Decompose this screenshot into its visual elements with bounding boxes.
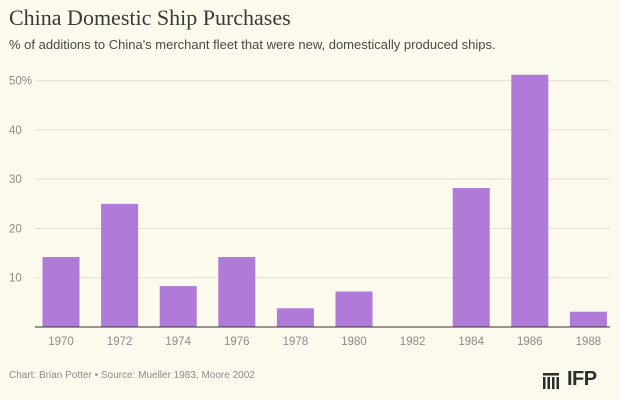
bar-1976 bbox=[218, 257, 256, 327]
chart-subtitle: % of additions to China's merchant fleet… bbox=[9, 37, 496, 52]
chart-credit: Chart: Brian Potter • Source: Mueller 19… bbox=[9, 370, 255, 381]
y-tick-label: 50% bbox=[9, 76, 32, 88]
bar-1978 bbox=[276, 308, 314, 327]
ifp-logo: IFP bbox=[543, 368, 597, 391]
chart-title: China Domestic Ship Purchases bbox=[9, 5, 291, 30]
y-tick-label: 30 bbox=[9, 174, 22, 186]
bar-1970 bbox=[42, 257, 80, 327]
y-tick-label: 20 bbox=[9, 223, 22, 235]
y-tick-label: 10 bbox=[9, 273, 22, 285]
bar-chart: 10 20 30 40 50% 1970 1972 1974 1976 1978 1980 1982… bbox=[9, 74, 610, 348]
x-tick-label: 1976 bbox=[224, 336, 250, 348]
y-tick-label: 40 bbox=[9, 125, 22, 137]
y-axis-ticks: 10 20 30 40 50% bbox=[9, 76, 32, 285]
x-tick-label: 1974 bbox=[165, 336, 191, 348]
bar-1986 bbox=[511, 74, 549, 327]
bar-1972 bbox=[101, 203, 139, 327]
x-axis-ticks: 1970 1972 1974 1976 1978 1980 1982 1984 1986 1988 bbox=[48, 336, 601, 348]
x-tick-label: 1986 bbox=[517, 336, 543, 348]
x-tick-label: 1988 bbox=[576, 336, 602, 348]
x-tick-label: 1982 bbox=[400, 336, 426, 348]
x-tick-label: 1984 bbox=[458, 336, 484, 348]
bar-1984 bbox=[452, 188, 490, 327]
ifp-logo-icon bbox=[543, 372, 559, 389]
bars bbox=[42, 74, 607, 327]
x-tick-label: 1972 bbox=[107, 336, 133, 348]
x-tick-label: 1978 bbox=[283, 336, 309, 348]
x-tick-label: 1980 bbox=[341, 336, 367, 348]
logo-text: IFP bbox=[567, 368, 597, 390]
x-tick-label: 1970 bbox=[48, 336, 74, 348]
bar-1988 bbox=[569, 311, 607, 327]
bar-1980 bbox=[335, 291, 373, 327]
bar-1974 bbox=[159, 286, 197, 327]
